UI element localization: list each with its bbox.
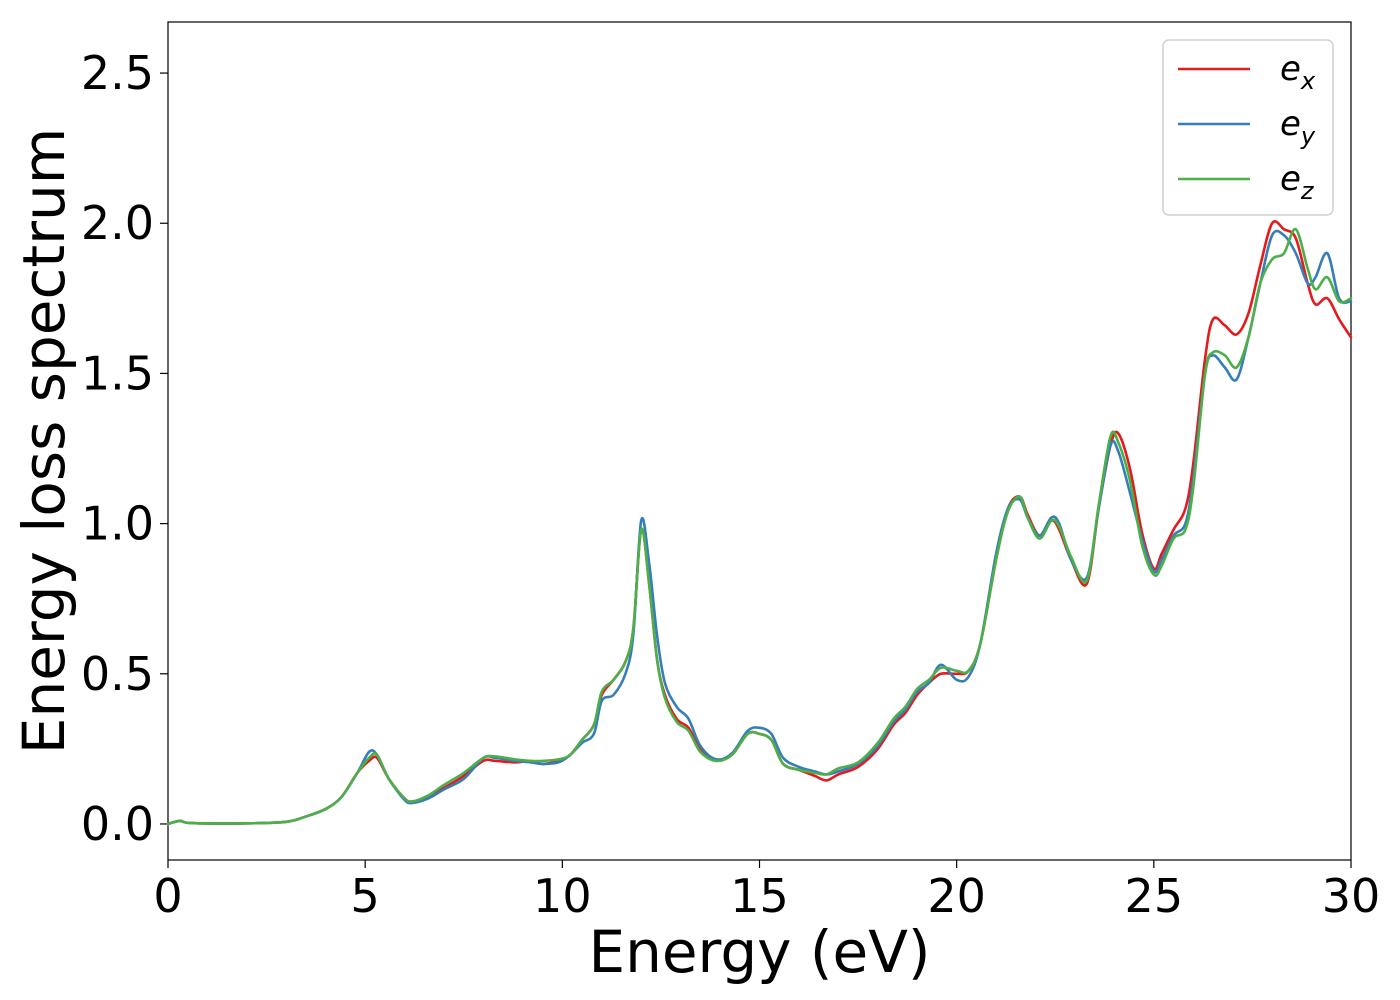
y-tick-label: 1.0 — [81, 497, 154, 551]
series-lines — [166, 220, 1353, 826]
x-tick-label: 30 — [1322, 869, 1381, 923]
series-line-x — [166, 220, 1353, 826]
x-tick-label: 25 — [1125, 869, 1184, 923]
x-tick-label: 20 — [927, 869, 986, 923]
x-tick-label: 5 — [351, 869, 380, 923]
y-axis-label: Energy loss spectrum — [10, 128, 78, 754]
legend-label-subscript: y — [1300, 122, 1316, 150]
legend-label-base: e — [1280, 104, 1301, 144]
legend-label-base: e — [1280, 159, 1301, 199]
x-tick-label: 0 — [153, 869, 182, 923]
legend-label-base: e — [1280, 49, 1301, 89]
legend-label-x: ex — [1280, 49, 1316, 95]
x-tick-label: 10 — [533, 869, 592, 923]
y-tick-label: 1.5 — [81, 346, 154, 400]
y-tick-label: 0.0 — [81, 797, 154, 851]
series-line-z — [166, 227, 1353, 826]
y-tick-label: 0.5 — [81, 647, 154, 701]
legend-label-y: ey — [1280, 104, 1316, 150]
legend-label-subscript: z — [1300, 177, 1315, 205]
y-tick-label: 2.5 — [81, 46, 154, 100]
x-axis-label: Energy (eV) — [588, 918, 930, 986]
legend-label-subscript: x — [1300, 67, 1316, 95]
legend-box — [1162, 39, 1334, 216]
x-axis-ticks: 0 5 10 15 20 25 30 — [153, 860, 1380, 923]
legend-label-z: ez — [1280, 159, 1315, 205]
x-tick-label: 15 — [730, 869, 789, 923]
y-tick-label: 2.0 — [81, 196, 154, 250]
y-axis-ticks: 0.0 0.5 1.0 1.5 2.0 2.5 — [81, 46, 168, 851]
